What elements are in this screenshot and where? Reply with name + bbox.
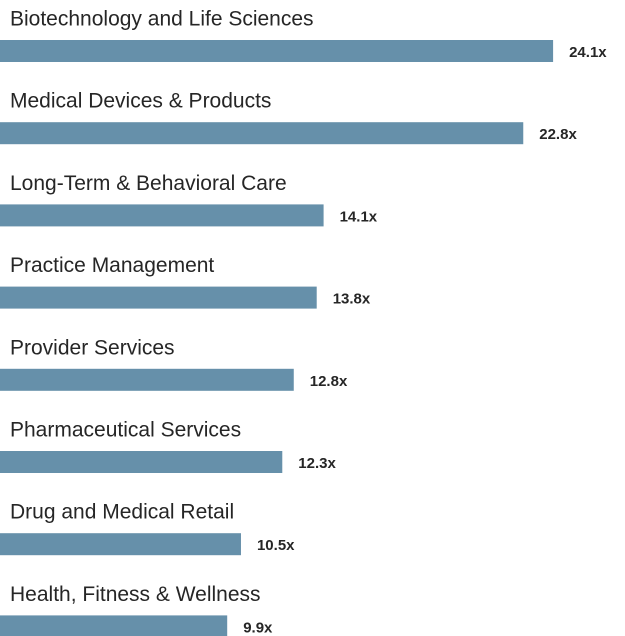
bar — [0, 451, 283, 473]
category-label: Practice Management — [10, 254, 214, 277]
value-label: 24.1x — [569, 44, 607, 61]
value-label: 22.8x — [539, 126, 577, 143]
bar — [0, 204, 324, 227]
bar — [0, 615, 228, 636]
category-label: Long-Term & Behavioral Care — [10, 172, 287, 195]
value-label: 12.8x — [310, 373, 348, 390]
category-label: Biotechnology and Life Sciences — [10, 8, 314, 31]
bar — [0, 122, 524, 145]
value-label: 12.3x — [298, 455, 336, 472]
bar — [0, 40, 554, 62]
bar — [0, 286, 317, 309]
category-label: Drug and Medical Retail — [10, 501, 234, 524]
bar — [0, 533, 241, 556]
value-label: 9.9x — [243, 619, 273, 636]
category-label: Provider Services — [10, 336, 175, 359]
value-label: 14.1x — [340, 208, 378, 225]
value-label: 13.8x — [333, 291, 371, 308]
category-label: Pharmaceutical Services — [10, 419, 241, 442]
bar — [0, 368, 294, 391]
category-label: Health, Fitness & Wellness — [10, 583, 261, 606]
category-label: Medical Devices & Products — [10, 90, 271, 113]
value-label: 10.5x — [257, 537, 295, 554]
